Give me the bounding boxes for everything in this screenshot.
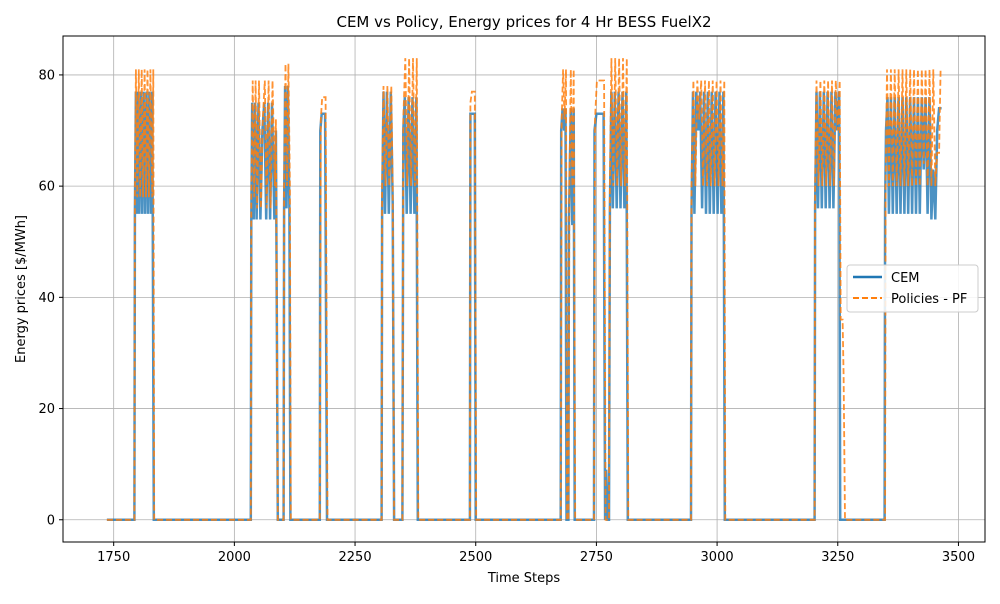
x-tick-label: 3250 xyxy=(821,550,854,565)
x-axis-label: Time Steps xyxy=(487,571,561,586)
chart-title: CEM vs Policy, Energy prices for 4 Hr BE… xyxy=(336,13,711,31)
x-tick-label: 2000 xyxy=(218,550,251,565)
plot-frame xyxy=(62,35,986,543)
y-tick-label: 0 xyxy=(47,513,55,528)
series-line-policies-pf xyxy=(106,58,942,521)
x-tick-label: 2750 xyxy=(580,550,613,565)
y-tick-label: 40 xyxy=(38,291,55,306)
x-tick-label: 2500 xyxy=(459,550,492,565)
y-tick-label: 20 xyxy=(38,402,55,417)
x-tick-label: 3500 xyxy=(942,550,975,565)
legend: CEM Policies - PF xyxy=(846,264,979,313)
legend-label-cem: CEM xyxy=(891,271,920,286)
axis-ticks: 1750 2000 2250 2500 2750 3000 3250 3500 0 20 40 60 8… xyxy=(38,68,975,565)
legend-label-policies-pf: Policies - PF xyxy=(891,292,967,307)
x-tick-label: 1750 xyxy=(97,550,130,565)
y-tick-label: 80 xyxy=(38,68,55,83)
y-tick-label: 60 xyxy=(38,180,55,195)
series-layer xyxy=(106,58,942,522)
x-tick-label: 2250 xyxy=(339,550,372,565)
x-tick-label: 3000 xyxy=(701,550,734,565)
y-axis-label: Energy prices [$/MWh] xyxy=(14,215,29,363)
